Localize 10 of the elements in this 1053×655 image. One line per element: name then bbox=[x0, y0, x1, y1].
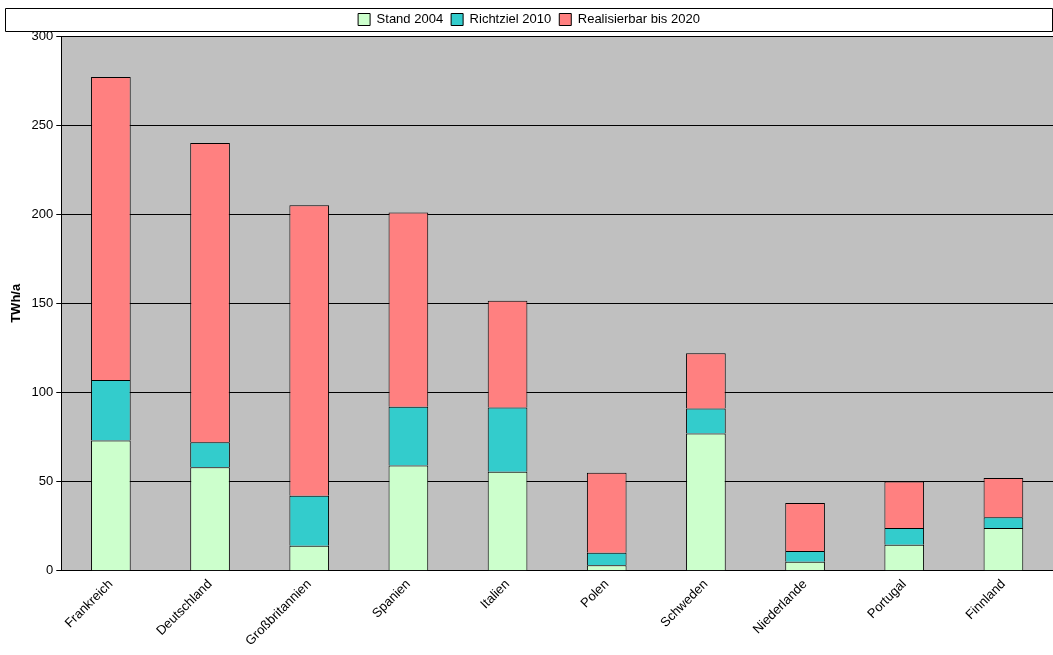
y-tick-label: 50 bbox=[38, 473, 54, 489]
y-tick-label: 250 bbox=[31, 116, 54, 132]
y-axis-title: TWh/a bbox=[8, 283, 24, 323]
legend-label: Realisierbar bis 2020 bbox=[577, 11, 700, 27]
legend-label: Stand 2004 bbox=[376, 11, 444, 27]
y-tick-label: 150 bbox=[31, 294, 54, 310]
y-tick-label: 0 bbox=[46, 562, 54, 578]
y-tick-label: 200 bbox=[31, 205, 54, 221]
y-tick-label: 100 bbox=[31, 384, 54, 400]
legend-label: Richtziel 2010 bbox=[469, 11, 552, 27]
